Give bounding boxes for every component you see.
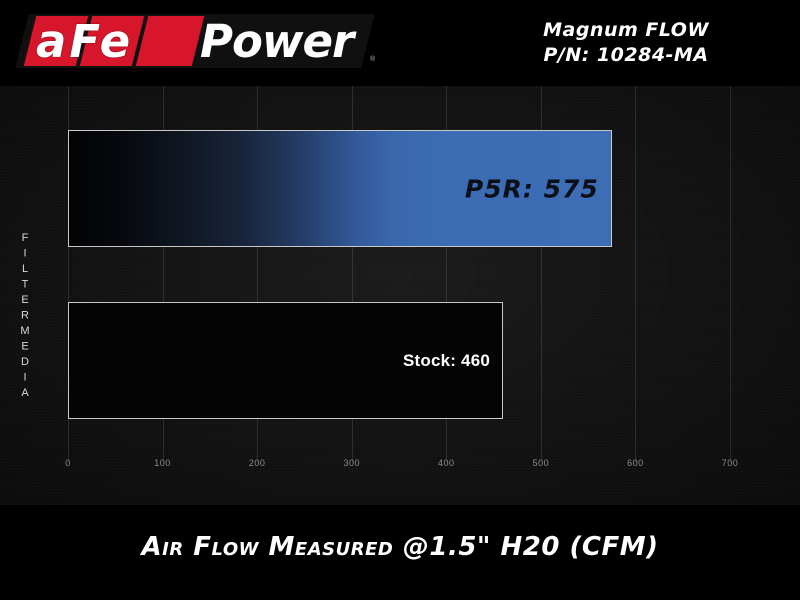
product-line-title: Magnum FLOW — [543, 19, 709, 41]
x-tick-label-300: 300 — [343, 458, 360, 468]
afe-power-logo: aFe Power ® — [15, 12, 376, 72]
gridline-100 — [162, 86, 164, 462]
gridline-700 — [730, 86, 731, 462]
gridline-300 — [351, 86, 353, 462]
logo-text-power: Power — [200, 15, 354, 68]
header-title-group: Magnum FLOW P/N: 10284-MA — [476, 18, 776, 68]
x-tick-label-200: 200 — [248, 458, 266, 468]
gridline-0 — [68, 86, 69, 462]
bar-label-p5r: P5R: 575 — [464, 174, 599, 203]
x-tick-label-600: 600 — [627, 458, 644, 468]
x-tick-label-500: 500 — [532, 458, 550, 468]
bar-p5r: P5R: 575 — [68, 130, 612, 247]
x-tick-label-0: 0 — [65, 458, 71, 468]
bar-label-stock: Stock: 460 — [402, 350, 491, 370]
part-number-label: P/N: 10284-MA — [543, 44, 709, 66]
registered-trademark-icon: ® — [370, 56, 376, 63]
x-tick-label-700: 700 — [721, 458, 739, 468]
footer-bar: Air Flow Measured @1.5" H20 (CFM) — [0, 505, 800, 600]
logo-text-afe: aFe — [36, 15, 134, 68]
plot-region: P5R: 575 Stock: 460 — [68, 86, 731, 462]
gridline-200 — [257, 86, 259, 462]
gridline-500 — [540, 86, 542, 462]
chart-canvas: FILTER MEDIA P5R: 575 Stock: 460 0 100 200… — [0, 86, 800, 505]
chart-caption: Air Flow Measured @1.5" H20 (CFM) — [141, 532, 659, 562]
y-axis-label: FILTER MEDIA — [14, 232, 36, 403]
header-bar: aFe Power ® Magnum FLOW P/N: 10284-MA — [0, 0, 800, 86]
y-axis-label-line-1: FILTER — [19, 232, 31, 325]
y-axis-label-line-2: MEDIA — [19, 325, 31, 403]
bar-stock: Stock: 460 — [68, 302, 504, 419]
x-tick-label-400: 400 — [438, 458, 455, 468]
x-tick-label-100: 100 — [154, 458, 171, 468]
gridline-400 — [446, 86, 448, 462]
x-axis-ticks: 0 100 200 300 400 500 600 700 — [65, 458, 738, 480]
gridline-600 — [635, 86, 637, 462]
